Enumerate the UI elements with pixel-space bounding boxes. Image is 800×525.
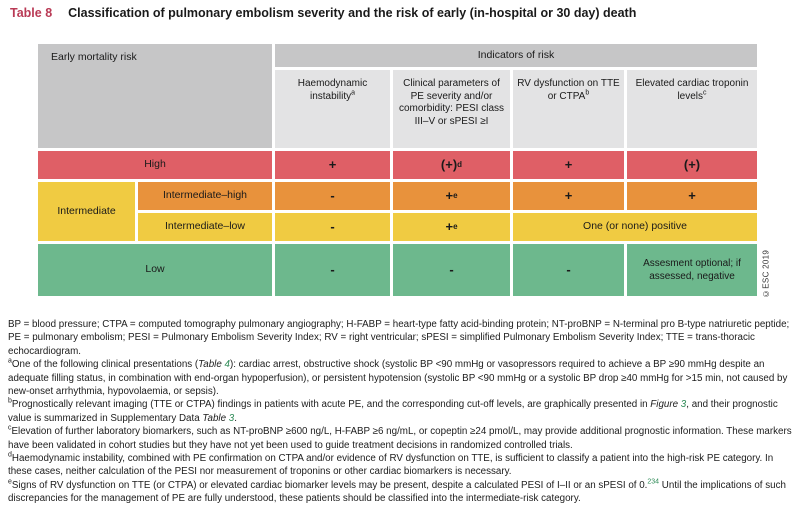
cell-inthigh-troponin: + — [627, 182, 757, 210]
col-header-clinical-parameters: Clinical parameters of PE severity and/o… — [393, 70, 510, 148]
cell-high-clinical: (+) d — [393, 151, 510, 179]
row-label-low: Low — [38, 244, 272, 296]
footnote-c: cElevation of further laboratory biomark… — [8, 424, 792, 451]
cell-inthigh-haemodynamic: - — [275, 182, 390, 210]
table-title: Table 8 Classification of pulmonary embol… — [10, 6, 636, 20]
row-label-intermediate-low: Intermediate–low — [138, 213, 272, 241]
corner-header-early-mortality-risk: Early mortality risk — [38, 44, 272, 148]
footnote-e: eSigns of RV dysfunction on TTE (or CTPA… — [8, 478, 786, 505]
cell-inthigh-rv: + — [513, 182, 624, 210]
cell-low-haemodynamic: - — [275, 244, 390, 296]
cell-intlow-one-or-none-positive: One (or none) positive — [513, 213, 757, 241]
cell-high-rv: + — [513, 151, 624, 179]
group-header-indicators-of-risk: Indicators of risk — [275, 44, 757, 67]
footnote-b: bPrognostically relevant imaging (TTE or… — [8, 398, 778, 424]
cell-inthigh-clinical: + e — [393, 182, 510, 210]
footnote-d: dHaemodynamic instability, combined with… — [8, 451, 774, 478]
col-header-troponin: Elevated cardiac troponin levelsc — [627, 70, 757, 148]
row-label-intermediate-high: Intermediate–high — [138, 182, 272, 210]
row-label-high: High — [38, 151, 272, 179]
cell-high-troponin: (+) — [627, 151, 757, 179]
row-label-intermediate: Intermediate — [38, 182, 135, 241]
table-caption: Classification of pulmonary embolism sev… — [68, 6, 637, 20]
cell-intlow-haemodynamic: - — [275, 213, 390, 241]
table-4-reference-link[interactable]: 4 — [224, 359, 230, 371]
cell-low-rv: - — [513, 244, 624, 296]
risk-classification-table: Early mortality risk Indicators of risk … — [38, 44, 757, 296]
cell-high-haemodynamic: + — [275, 151, 390, 179]
figure-3-reference-link[interactable]: 3 — [680, 399, 687, 411]
footnote-abbreviations: BP = blood pressure; CTPA = computed tom… — [8, 319, 790, 357]
table-3-reference-link[interactable]: 3 — [228, 412, 235, 424]
cell-low-clinical: - — [393, 244, 510, 296]
table-number: Table 8 — [10, 6, 53, 20]
footnote-a: aOne of the following clinical presentat… — [8, 357, 788, 398]
cell-intlow-clinical: + e — [393, 213, 510, 241]
footnotes: BP = blood pressure; CTPA = computed tom… — [8, 318, 794, 506]
col-header-haemodynamic-instability: Haemodynamic instabilitya — [275, 70, 390, 148]
reference-234-link[interactable]: 234 — [647, 478, 660, 486]
col-header-rv-dysfunction: RV dysfunction on TTE or CTPAb — [513, 70, 624, 148]
esc-copyright-vertical: ©ESC 2019 — [761, 249, 771, 299]
cell-low-assessment-optional: Assesment optional; if assessed, negativ… — [627, 244, 757, 296]
